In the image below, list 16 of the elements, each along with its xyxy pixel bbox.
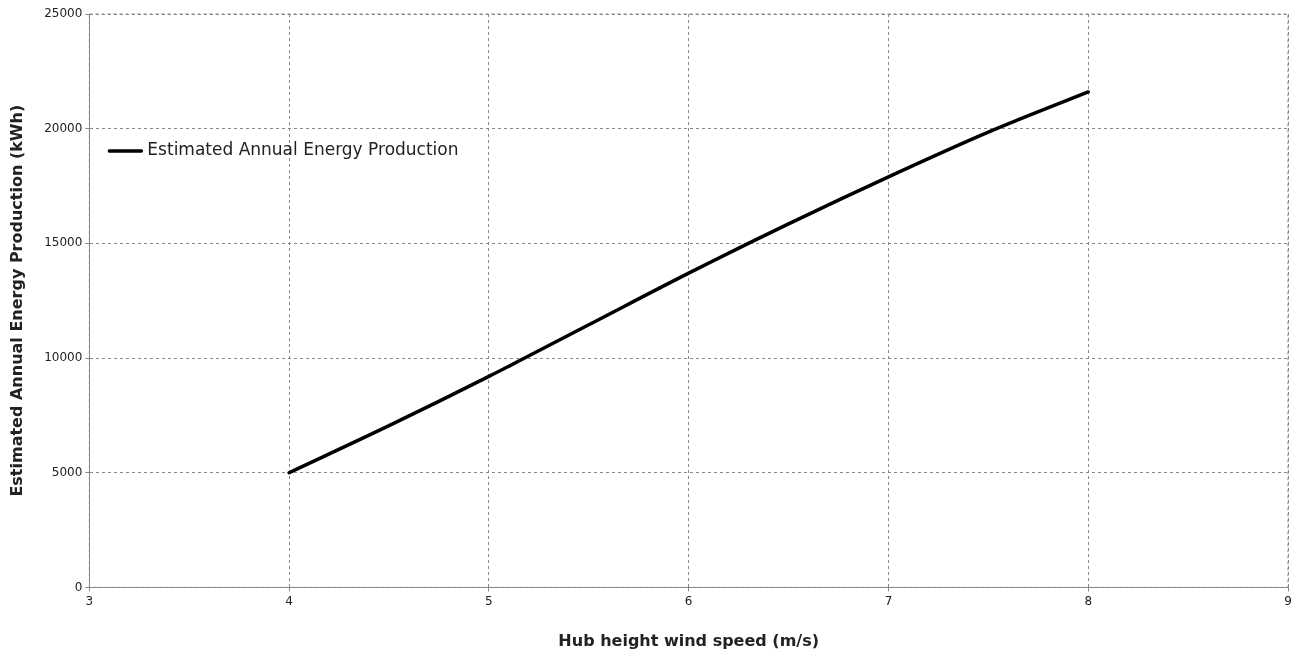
x-axis-title: Hub height wind speed (m/s)	[558, 630, 820, 650]
y-tick-label: 25000	[44, 6, 83, 21]
y-tick-label: 0	[74, 579, 83, 594]
y-axis-title: Estimated Annual Energy Production (kWh)	[6, 104, 26, 497]
x-tick-label: 6	[684, 593, 693, 608]
legend-label: Estimated Annual Energy Production	[147, 139, 459, 160]
y-tick-label: 5000	[51, 464, 83, 479]
x-tick-label: 7	[884, 593, 893, 608]
y-tick-label: 20000	[44, 120, 83, 135]
y-tick-label: 10000	[44, 350, 83, 365]
x-tick-label: 8	[1084, 593, 1093, 608]
y-tick-label: 15000	[44, 235, 83, 250]
x-tick-label: 9	[1284, 593, 1292, 608]
x-tick-label: 3	[85, 593, 94, 608]
x-tick-label: 5	[485, 593, 493, 608]
x-tick-label: 4	[285, 593, 293, 608]
